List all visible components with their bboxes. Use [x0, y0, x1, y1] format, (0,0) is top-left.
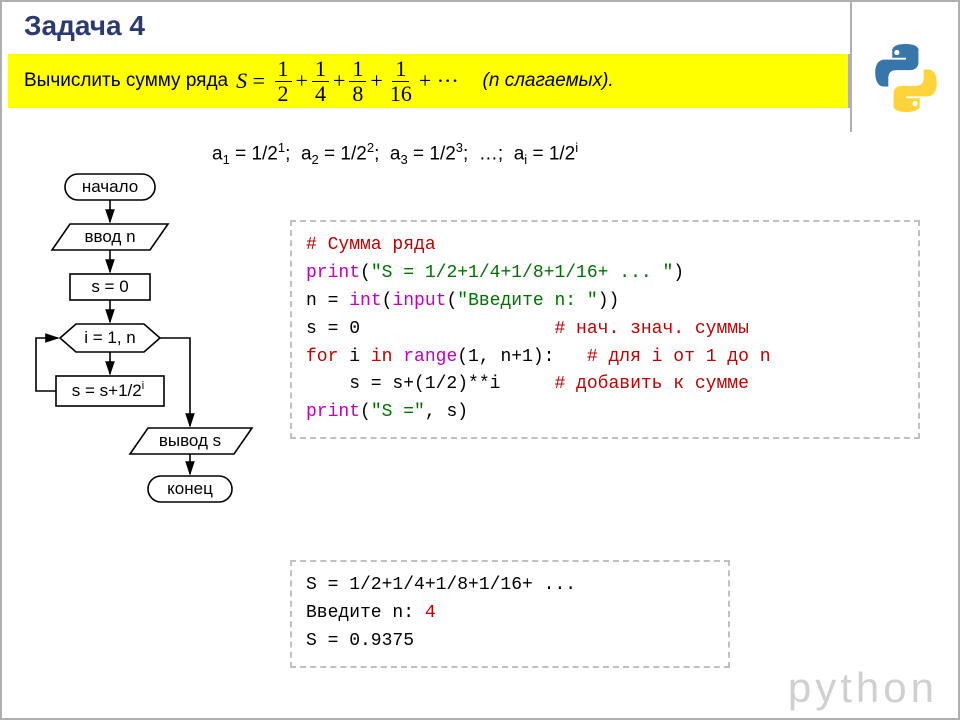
page-title: Задача 4: [24, 10, 145, 42]
out-line1: S = 1/2+1/4+1/8+1/16+ ...: [306, 575, 576, 595]
flow-loop: i = 1, n: [84, 328, 136, 347]
flow-input: ввод n: [84, 227, 135, 246]
flowchart: начало ввод n s = 0 i = 1, n s = s+1/2i …: [20, 168, 290, 538]
vertical-rule: [850, 2, 852, 132]
out-line3: S = 0.9375: [306, 631, 414, 651]
sequence-formula: a1 = 1/21; a2 = 1/22; a3 = 1/23; …; ai =…: [212, 140, 578, 167]
code-block: # Сумма ряда print("S = 1/2+1/4+1/8+1/16…: [290, 220, 920, 439]
flow-init: s = 0: [91, 277, 128, 296]
problem-suffix: (n слагаемых).: [483, 70, 614, 92]
problem-bar: Вычислить сумму ряда S = 12 + 14 + 18 + …: [8, 54, 850, 108]
problem-prefix: Вычислить сумму ряда: [24, 70, 228, 92]
watermark: python: [788, 664, 938, 712]
flow-body: s = s+1/2i: [72, 380, 144, 400]
series-formula: S = 12 + 14 + 18 + 116 + ···: [236, 57, 459, 104]
slide: Задача 4 Вычислить сумму ряда S = 12 + 1…: [0, 0, 960, 720]
flow-end: конец: [167, 479, 213, 498]
flow-start: начало: [82, 177, 138, 196]
S-var: S: [236, 68, 247, 94]
code-comment: # Сумма ряда: [306, 235, 436, 255]
output-block: S = 1/2+1/4+1/8+1/16+ ... Введите n: 4 S…: [290, 560, 730, 668]
flow-output: вывод s: [159, 431, 221, 450]
python-logo-icon: [870, 42, 942, 114]
